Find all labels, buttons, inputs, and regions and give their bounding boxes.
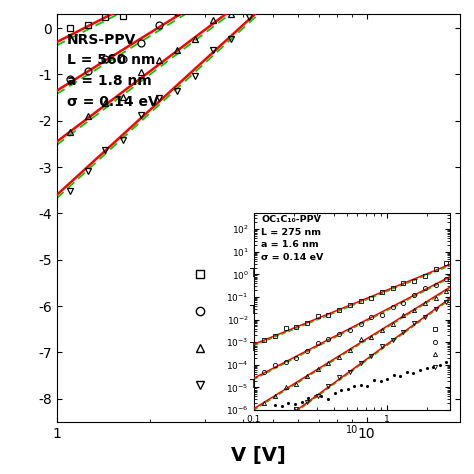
X-axis label: V [V]: V [V] (231, 447, 286, 465)
X-axis label: 10: 10 (346, 425, 358, 435)
Text: T=233 K: T=233 K (250, 378, 304, 392)
Text: T=272 K: T=272 K (250, 304, 304, 317)
Text: NRS-PPV
L = 560 nm
a = 1.8 nm
σ = 0.14 eV: NRS-PPV L = 560 nm a = 1.8 nm σ = 0.14 e… (67, 33, 159, 109)
Text: T=252 K: T=252 K (250, 341, 304, 354)
Text: OC₁C₁₀-PPV
L = 275 nm
a = 1.6 nm
σ = 0.14 eV: OC₁C₁₀-PPV L = 275 nm a = 1.6 nm σ = 0.1… (262, 215, 324, 262)
Text: T=298 K: T=298 K (250, 267, 304, 280)
